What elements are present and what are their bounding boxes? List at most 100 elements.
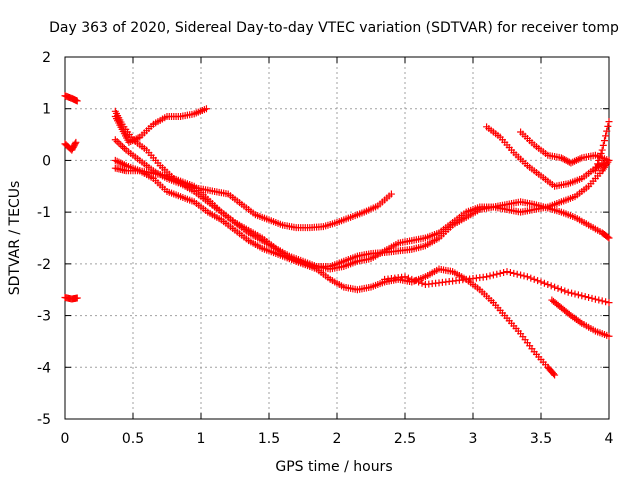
data-series xyxy=(61,92,613,379)
data-point xyxy=(588,294,596,302)
data-point xyxy=(599,141,607,149)
data-point xyxy=(596,153,604,161)
data-point xyxy=(544,281,552,289)
y-axis-label: SDTVAR / TECUs xyxy=(7,181,23,296)
data-point xyxy=(540,279,548,287)
y-tick-label: 2 xyxy=(42,50,51,66)
data-point xyxy=(564,157,572,165)
data-point xyxy=(605,118,613,126)
series-s1 xyxy=(61,92,81,105)
data-point xyxy=(537,278,545,286)
x-tick-label: 2.5 xyxy=(394,431,416,447)
data-point xyxy=(595,296,603,304)
series-s13 xyxy=(548,296,613,340)
data-point xyxy=(571,290,579,298)
data-point xyxy=(534,277,542,285)
data-point xyxy=(605,156,613,164)
series-s10 xyxy=(483,123,609,190)
data-point xyxy=(500,268,508,276)
data-point xyxy=(404,274,412,282)
series-s8 xyxy=(111,156,559,379)
data-point xyxy=(605,332,613,340)
data-point xyxy=(517,271,525,279)
data-point xyxy=(605,234,613,242)
data-point xyxy=(605,299,613,307)
data-point xyxy=(581,293,589,301)
data-point xyxy=(598,161,606,169)
data-point xyxy=(513,270,521,278)
data-point xyxy=(510,269,518,277)
data-point xyxy=(73,97,81,105)
data-point xyxy=(595,156,603,164)
x-axis-label: GPS time / hours xyxy=(275,459,392,475)
axis-ticks xyxy=(64,56,610,420)
y-tick-label: -2 xyxy=(37,257,51,273)
y-tick-label: 0 xyxy=(42,153,51,169)
data-point xyxy=(574,291,582,299)
data-point xyxy=(603,127,611,135)
data-point xyxy=(593,163,601,171)
x-tick-label: 0 xyxy=(61,431,70,447)
data-point xyxy=(530,275,538,283)
data-point xyxy=(591,167,599,175)
data-point xyxy=(604,233,612,241)
x-tick-label: 1.5 xyxy=(258,431,280,447)
data-point xyxy=(72,138,80,146)
data-point xyxy=(561,287,569,295)
data-point xyxy=(527,274,535,282)
data-point xyxy=(387,190,395,198)
data-point xyxy=(578,292,586,300)
data-point xyxy=(591,295,599,303)
data-point xyxy=(564,288,572,296)
data-point xyxy=(559,155,567,163)
data-point xyxy=(547,282,555,290)
data-point xyxy=(523,273,531,281)
data-point xyxy=(486,272,494,280)
data-point xyxy=(71,140,79,148)
data-point xyxy=(496,269,504,277)
y-tick-labels: -5 -4 -3 -2 -1 0 1 2 xyxy=(37,50,51,428)
series-s9 xyxy=(381,268,613,307)
data-point xyxy=(557,154,565,162)
x-tick-label: 2 xyxy=(333,431,342,447)
data-point xyxy=(411,277,419,285)
data-point xyxy=(551,371,559,379)
x-tick-label: 3.5 xyxy=(530,431,552,447)
data-point xyxy=(551,283,559,291)
data-point xyxy=(503,268,511,276)
data-point xyxy=(604,122,612,130)
series-s2 xyxy=(61,138,80,154)
series-s11 xyxy=(517,128,613,167)
data-point xyxy=(598,297,606,305)
x-tick-label: 4 xyxy=(605,431,614,447)
data-point xyxy=(401,273,409,281)
data-point xyxy=(594,160,602,168)
data-point xyxy=(602,132,610,140)
y-tick-label: -1 xyxy=(37,205,51,221)
data-point xyxy=(557,286,565,294)
data-point xyxy=(520,272,528,280)
data-point xyxy=(483,273,491,281)
data-point xyxy=(554,284,562,292)
data-point xyxy=(598,146,606,154)
data-point xyxy=(562,156,570,164)
data-point xyxy=(602,298,610,306)
data-point xyxy=(418,279,426,287)
data-point xyxy=(408,275,416,283)
data-point xyxy=(415,278,423,286)
series-s12 xyxy=(591,118,613,175)
data-point xyxy=(561,156,569,164)
x-tick-label: 0.5 xyxy=(122,431,144,447)
data-point xyxy=(493,270,501,278)
data-point xyxy=(568,289,576,297)
data-point xyxy=(549,370,557,378)
x-tick-label: 1 xyxy=(197,431,206,447)
data-point xyxy=(73,294,81,302)
x-tick-labels: 0 0.5 1 1.5 2 2.5 3 3.5 4 xyxy=(61,431,614,447)
chart-title: Day 363 of 2020, Sidereal Day-to-day VTE… xyxy=(49,20,619,36)
data-point xyxy=(597,150,605,158)
data-point xyxy=(585,293,593,301)
data-point xyxy=(489,271,497,279)
